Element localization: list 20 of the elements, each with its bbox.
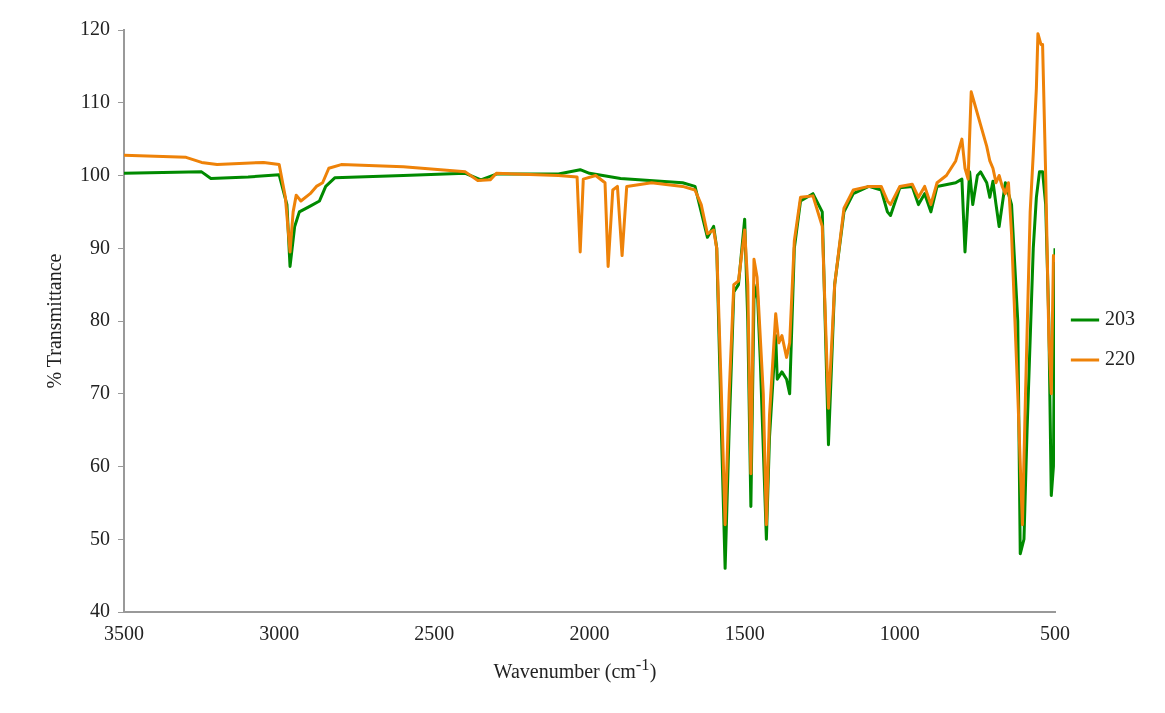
y-tick-label: 120 bbox=[80, 17, 110, 40]
x-tick-label: 3500 bbox=[104, 622, 144, 645]
x-tick-label: 2500 bbox=[414, 622, 455, 645]
y-tick-label: 40 bbox=[90, 599, 110, 622]
y-tick-label: 90 bbox=[90, 235, 110, 258]
y-tick-label: 60 bbox=[90, 453, 110, 476]
x-tick-label: 1500 bbox=[724, 622, 765, 645]
x-axis-title: Wavenumber (cm$^{-1}$) bbox=[492, 655, 658, 683]
x-tick-label: 1000 bbox=[879, 622, 920, 645]
legend-label: 220 bbox=[1105, 347, 1135, 370]
y-tick-label: 110 bbox=[80, 90, 110, 112]
y-tick-label: 70 bbox=[90, 381, 110, 403]
x-tick-label: 3000 bbox=[259, 622, 300, 645]
y-tick-label: 100 bbox=[80, 162, 110, 185]
y-axis-title: % Transmittance bbox=[43, 253, 66, 389]
y-tick-label: 80 bbox=[90, 308, 110, 331]
legend-label: 203 bbox=[1105, 307, 1135, 330]
y-tick-label: 50 bbox=[90, 526, 110, 549]
x-tick-label: 2000 bbox=[569, 622, 610, 645]
x-tick-label: 500 bbox=[1040, 622, 1070, 645]
